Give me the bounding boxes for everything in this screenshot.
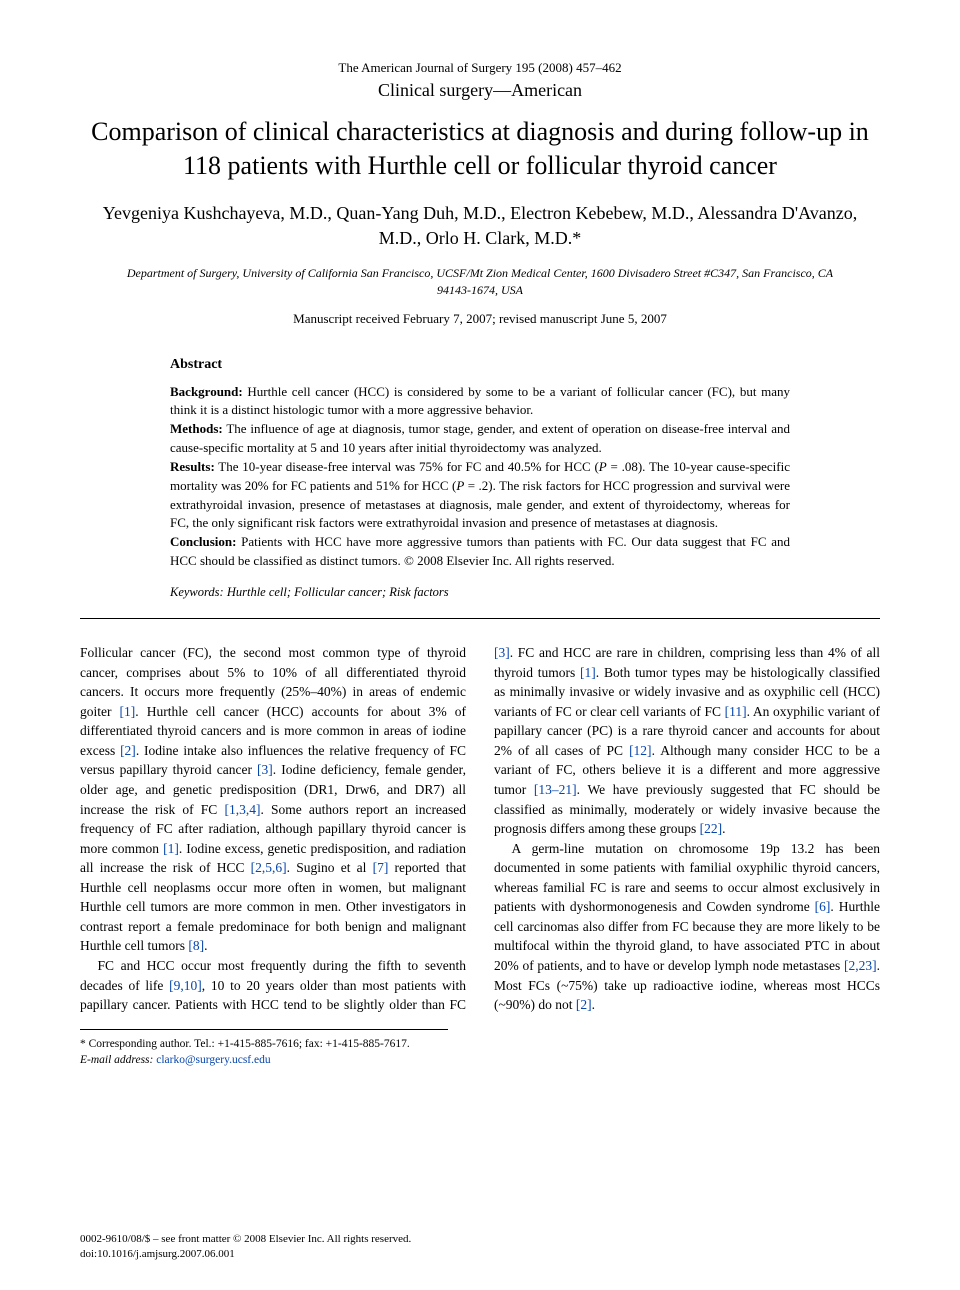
reference-link[interactable]: [1,3,4] (224, 802, 260, 817)
keywords-text: Hurthle cell; Follicular cancer; Risk fa… (224, 585, 449, 599)
body-text-run: . (722, 821, 725, 836)
abstract-conclusion-text: Patients with HCC have more aggressive t… (170, 534, 790, 568)
body-text-run: . Sugino et al (287, 860, 373, 875)
reference-link[interactable]: [1] (163, 841, 179, 856)
section-heading: Clinical surgery—American (80, 80, 880, 101)
reference-link[interactable]: [13–21] (534, 782, 577, 797)
abstract-body: Background: Hurthle cell cancer (HCC) is… (170, 383, 790, 571)
email-line: E-mail address: clarko@surgery.ucsf.edu (80, 1052, 448, 1068)
reference-link[interactable]: [2,23] (844, 958, 877, 973)
reference-link[interactable]: [7] (373, 860, 389, 875)
footnote-block: * Corresponding author. Tel.: +1-415-885… (80, 1029, 448, 1068)
email-label: E-mail address: (80, 1054, 153, 1066)
abstract-methods-label: Methods: (170, 421, 223, 436)
email-link[interactable]: clarko@surgery.ucsf.edu (153, 1054, 270, 1066)
keywords-label: Keywords: (170, 585, 224, 599)
reference-link[interactable]: [3] (494, 645, 510, 660)
copyright-line: 0002-9610/08/$ – see front matter © 2008… (80, 1232, 411, 1247)
p-value-italic: P (599, 459, 607, 474)
author-list: Yevgeniya Kushchayeva, M.D., Quan-Yang D… (80, 201, 880, 251)
abstract-block: Abstract Background: Hurthle cell cancer… (170, 357, 790, 571)
reference-link[interactable]: [22] (700, 821, 723, 836)
body-paragraph: Follicular cancer (FC), the second most … (80, 643, 466, 956)
abstract-results-label: Results: (170, 459, 215, 474)
page-footer: 0002-9610/08/$ – see front matter © 2008… (80, 1232, 411, 1262)
abstract-conclusion-label: Conclusion: (170, 534, 236, 549)
abstract-heading: Abstract (170, 357, 790, 373)
reference-link[interactable]: [8] (188, 938, 204, 953)
reference-link[interactable]: [2] (120, 743, 136, 758)
reference-link[interactable]: [11] (725, 704, 747, 719)
corresponding-author-note: * Corresponding author. Tel.: +1-415-885… (80, 1036, 448, 1052)
reference-link[interactable]: [2,5,6] (251, 860, 287, 875)
reference-link[interactable]: [1] (580, 665, 596, 680)
abstract-background-text: Hurthle cell cancer (HCC) is considered … (170, 384, 790, 418)
article-title: Comparison of clinical characteristics a… (80, 115, 880, 183)
body-text-run: . (204, 938, 207, 953)
affiliation: Department of Surgery, University of Cal… (80, 265, 880, 299)
body-paragraph: A germ-line mutation on chromosome 19p 1… (494, 839, 880, 1015)
manuscript-dates: Manuscript received February 7, 2007; re… (80, 311, 880, 327)
reference-link[interactable]: [6] (815, 899, 831, 914)
reference-link[interactable]: [9,10] (169, 978, 202, 993)
reference-link[interactable]: [3] (257, 762, 273, 777)
doi-line: doi:10.1016/j.amjsurg.2007.06.001 (80, 1247, 411, 1262)
reference-link[interactable]: [12] (629, 743, 652, 758)
body-text-run: . (592, 997, 595, 1012)
reference-link[interactable]: [2] (576, 997, 592, 1012)
section-divider (80, 618, 880, 619)
abstract-background-label: Background: (170, 384, 243, 399)
reference-link[interactable]: [1] (120, 704, 136, 719)
abstract-results-text-a: The 10-year disease-free interval was 75… (215, 459, 599, 474)
body-text: Follicular cancer (FC), the second most … (80, 643, 880, 1015)
abstract-methods-text: The influence of age at diagnosis, tumor… (170, 421, 790, 455)
keywords-block: Keywords: Hurthle cell; Follicular cance… (170, 585, 790, 600)
journal-reference: The American Journal of Surgery 195 (200… (80, 60, 880, 76)
